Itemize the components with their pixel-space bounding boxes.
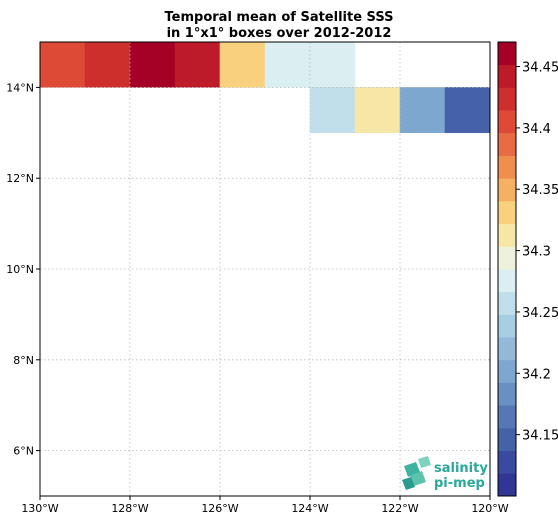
- sss-cell-10: [444, 87, 491, 134]
- colorbar-swatch-3: [498, 405, 516, 429]
- colorbar-swatch-11: [498, 223, 516, 247]
- colorbar-ticks: 34.15 34.2 34.25 34.3 34.35 34.4 34.45: [516, 61, 558, 444]
- colorbar-swatch-1: [498, 450, 516, 474]
- sss-cell-9: [399, 87, 446, 134]
- sss-cell-3: [174, 41, 221, 88]
- x-tick-label-5: 120°W: [471, 502, 508, 515]
- colorbar-swatch-15: [498, 132, 516, 156]
- y-tick-label-2: 10°N: [6, 263, 34, 276]
- sss-cell-2: [129, 41, 176, 88]
- x-tick-label-0: 130°W: [21, 502, 58, 515]
- y-tick-label-0: 6°N: [13, 445, 34, 458]
- x-tick-label-3: 124°W: [291, 502, 328, 515]
- colorbar-swatch-18: [498, 64, 516, 88]
- sss-cell-0: [39, 41, 86, 88]
- colorbar-swatch-14: [498, 155, 516, 179]
- colorbar-tick-label-4: 34.35: [522, 183, 558, 198]
- colorbar-swatch-2: [498, 427, 516, 451]
- sss-cell-8: [354, 87, 401, 134]
- colorbar-swatch-12: [498, 200, 516, 224]
- colorbar-swatch-17: [498, 87, 516, 111]
- chart-title-line2: in 1°x1° boxes over 2012-2012: [167, 26, 392, 41]
- y-tick-label-3: 12°N: [6, 172, 34, 185]
- y-tick-label-1: 8°N: [13, 354, 34, 367]
- colorbar-swatch-5: [498, 359, 516, 383]
- logo-text-salinity: salinity: [434, 461, 488, 476]
- map-gridlines: [40, 42, 490, 496]
- map-plot-area: [39, 41, 491, 134]
- sss-cell-4: [219, 41, 266, 88]
- colorbar-frame: [497, 41, 517, 497]
- colorbar-tick-label-3: 34.3: [522, 245, 551, 260]
- colorbar-swatch-0: [498, 473, 516, 497]
- colorbar-tick-label-0: 34.15: [522, 429, 558, 444]
- sss-cell-5: [264, 41, 311, 88]
- colorbar-swatch-9: [498, 269, 516, 293]
- x-tick-label-4: 122°W: [381, 502, 418, 515]
- colorbar-swatch-13: [498, 178, 516, 202]
- colorbar: [497, 41, 517, 497]
- y-tick-label-4: 14°N: [6, 81, 34, 94]
- colorbar-swatch-16: [498, 110, 516, 134]
- colorbar-swatch-7: [498, 314, 516, 338]
- x-axis-ticks: 130°W 128°W 126°W 124°W 122°W 120°W: [21, 496, 509, 515]
- colorbar-tick-label-1: 34.2: [522, 367, 551, 382]
- logo-text-pi-mep: pi-mep: [434, 476, 485, 491]
- colorbar-swatch-8: [498, 291, 516, 315]
- salinity-pi-mep-logo: salinity pi-mep: [402, 456, 488, 491]
- colorbar-tick-label-5: 34.4: [522, 122, 551, 137]
- x-tick-label-2: 126°W: [201, 502, 238, 515]
- sss-cell-1: [84, 41, 131, 88]
- colorbar-swatch-10: [498, 246, 516, 270]
- colorbar-tick-label-6: 34.45: [522, 61, 558, 76]
- logo-mark-icon: [402, 456, 431, 490]
- sss-cell-7: [309, 87, 356, 134]
- colorbar-swatch-6: [498, 337, 516, 361]
- y-axis-ticks: 6°N 8°N 10°N 12°N 14°N: [6, 81, 40, 458]
- sss-cell-6: [309, 41, 356, 88]
- colorbar-swatch-4: [498, 382, 516, 406]
- colorbar-tick-label-2: 34.25: [522, 306, 558, 321]
- chart-title-line1: Temporal mean of Satellite SSS: [165, 10, 394, 25]
- colorbar-swatch-19: [498, 42, 516, 66]
- x-tick-label-1: 128°W: [111, 502, 148, 515]
